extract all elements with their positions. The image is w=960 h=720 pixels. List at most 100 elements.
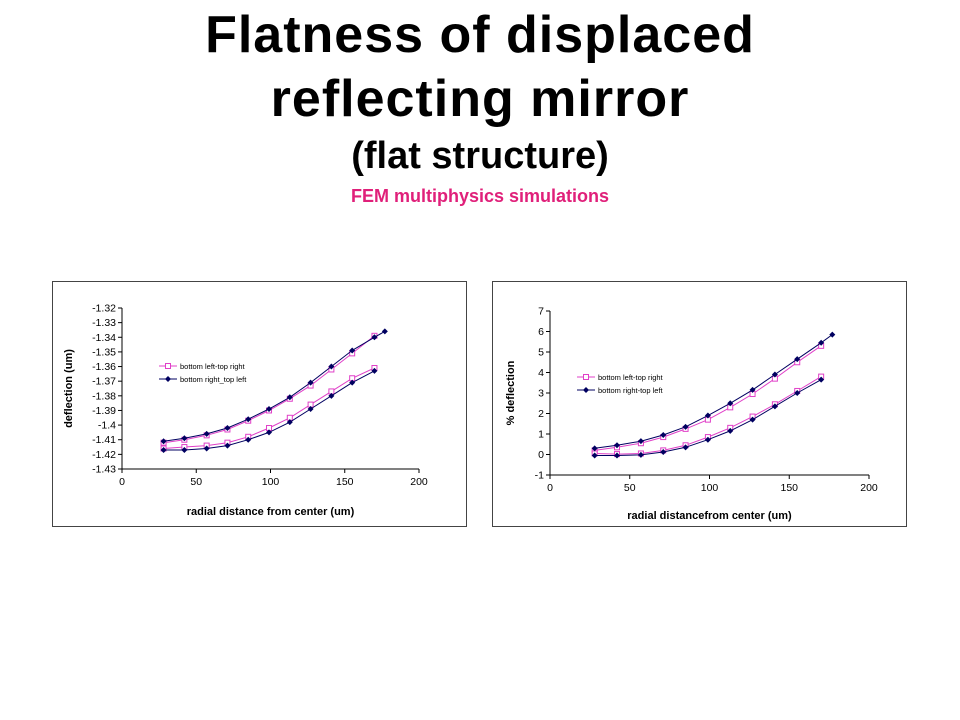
legend-label: bottom left-top right	[598, 373, 664, 382]
data-point-diamond	[660, 449, 667, 456]
deflection-chart: -1.32 -1.33 -1.34 -1.35 -1.36 -1.37 -1.38 -1.39…	[52, 281, 467, 527]
data-point-diamond	[203, 430, 210, 437]
x-tick-label: 150	[780, 482, 798, 494]
slide-title-line-3: (flat structure)	[351, 135, 609, 177]
data-point-diamond	[381, 328, 388, 335]
y-tick-label: -1.32	[92, 303, 116, 315]
deflection-chart-svg: -1.32 -1.33 -1.34 -1.35 -1.36 -1.37 -1.38 -1.39…	[63, 303, 428, 519]
data-point-diamond	[371, 367, 378, 374]
percent-deflection-chart: 7 6 5 4 3 2 1 0 -1 0 50 100 150 200 bottom left-top ri…	[492, 281, 907, 527]
x-tick-label: 150	[336, 476, 354, 488]
data-point-diamond	[181, 446, 188, 453]
x-tick-label: 50	[624, 482, 636, 494]
data-point-diamond	[818, 376, 825, 383]
legend-label: bottom right_top left	[180, 375, 247, 384]
data-point-diamond	[613, 452, 620, 459]
legend-marker	[583, 387, 589, 393]
x-axis-label: radial distancefrom center (um)	[627, 510, 792, 522]
data-point-diamond	[771, 371, 778, 378]
data-point-diamond	[286, 394, 293, 401]
y-tick-label: -1	[535, 470, 544, 482]
y-tick-label: -1.37	[92, 376, 116, 388]
y-tick-label: 6	[538, 326, 544, 338]
data-point-diamond	[682, 423, 689, 430]
data-point-diamond	[160, 438, 167, 445]
legend-marker	[165, 376, 171, 382]
legend-marker	[583, 374, 589, 380]
data-point-diamond	[224, 442, 231, 449]
data-point-diamond	[727, 427, 734, 434]
data-point-diamond	[328, 392, 335, 399]
slide-subtitle: FEM multiphysics simulations	[350, 186, 610, 206]
x-tick-label: 200	[410, 476, 428, 488]
data-point-diamond	[637, 438, 644, 445]
x-tick-label: 0	[547, 482, 553, 494]
slide-title-line-1: Flatness of displaced	[205, 6, 755, 64]
data-point-diamond	[794, 390, 801, 396]
data-point-diamond	[794, 356, 801, 363]
y-tick-label: 1	[538, 429, 544, 441]
data-point-diamond	[371, 334, 378, 341]
data-point-diamond	[829, 331, 836, 338]
y-axis-label: deflection (um)	[63, 349, 75, 428]
slide-title-line-2: reflecting mirror	[270, 70, 690, 128]
x-axis-label: radial distance from center (um)	[187, 506, 355, 518]
y-tick-label: -1.34	[92, 332, 116, 344]
data-point-diamond	[266, 429, 273, 436]
data-point-diamond	[307, 405, 314, 412]
legend-label: bottom right-top left	[598, 386, 664, 395]
data-point-diamond	[749, 386, 756, 393]
data-point-diamond	[660, 432, 667, 439]
y-axis-label: % deflection	[505, 360, 517, 425]
data-point-diamond	[245, 416, 252, 423]
x-tick-label: 50	[190, 476, 202, 488]
data-point-diamond	[203, 445, 210, 452]
y-tick-label: 5	[538, 347, 544, 359]
data-point-diamond	[181, 435, 188, 442]
data-point-diamond	[704, 412, 711, 419]
y-tick-label: -1.39	[92, 405, 116, 417]
series-2	[591, 331, 836, 459]
y-tick-label: 0	[538, 449, 544, 461]
y-tick-label: -1.33	[92, 317, 116, 329]
y-tick-label: -1.43	[92, 464, 116, 476]
data-point-diamond	[224, 425, 231, 432]
x-tick-label: 0	[119, 476, 125, 488]
y-tick-label: 3	[538, 388, 544, 400]
data-point-diamond	[682, 444, 689, 451]
data-point-diamond	[613, 442, 620, 449]
data-point-diamond	[349, 379, 356, 386]
data-point-diamond	[160, 446, 167, 453]
y-tick-label: -1.35	[92, 346, 116, 358]
legend-marker	[165, 363, 171, 369]
data-point-diamond	[591, 452, 598, 459]
y-tick-label: 7	[538, 306, 544, 318]
y-tick-label: 2	[538, 408, 544, 420]
series-line	[163, 330, 386, 442]
data-point-diamond	[266, 405, 273, 412]
data-point-diamond	[818, 339, 825, 346]
x-tick-label: 100	[262, 476, 280, 488]
x-tick-label: 200	[860, 482, 878, 494]
series-2	[160, 328, 388, 453]
data-point-diamond	[727, 400, 734, 407]
data-point-diamond	[637, 451, 644, 458]
legend-label: bottom left-top right	[180, 362, 246, 371]
y-tick-label: -1.4	[98, 420, 116, 432]
data-point-diamond	[245, 436, 252, 443]
data-point-diamond	[286, 419, 293, 426]
y-tick-label: -1.36	[92, 361, 116, 373]
data-point-diamond	[771, 403, 778, 410]
data-point-diamond	[328, 363, 335, 370]
y-tick-label: -1.41	[92, 434, 116, 446]
data-point-diamond	[591, 445, 598, 452]
data-point-diamond	[307, 379, 314, 386]
data-point-diamond	[349, 347, 356, 354]
y-tick-label: -1.42	[92, 449, 116, 461]
data-point-diamond	[749, 416, 756, 423]
series-line	[594, 334, 833, 449]
y-tick-label: -1.38	[92, 390, 116, 402]
data-point-diamond	[704, 436, 711, 443]
y-tick-label: 4	[538, 367, 544, 379]
